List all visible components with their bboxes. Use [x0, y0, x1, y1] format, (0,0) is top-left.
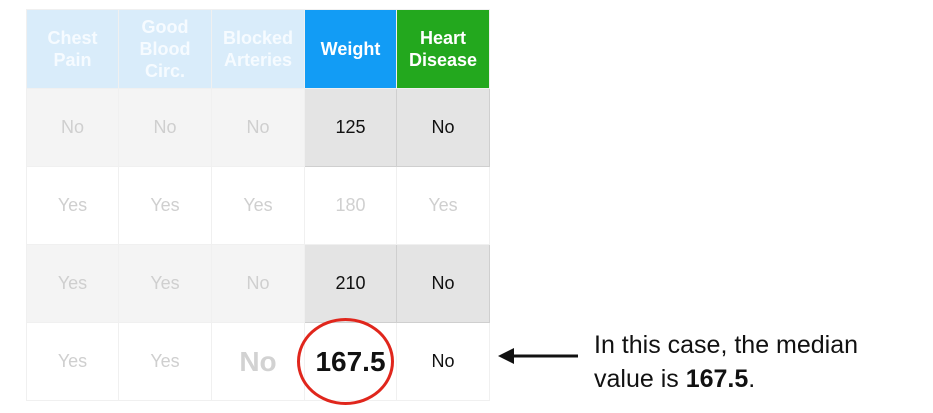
cell-blocked-arteries: No [211, 322, 305, 401]
cell-blocked-arteries: Yes [211, 166, 305, 245]
cell-chest-pain: Yes [26, 166, 119, 245]
cell-heart-disease: No [396, 244, 490, 323]
cell-heart-disease: No [396, 322, 490, 401]
cell-heart-disease: No [396, 88, 490, 167]
cell-weight: 180 [304, 166, 397, 245]
cell-chest-pain: Yes [26, 244, 119, 323]
table-row: No No No 125 No [26, 88, 490, 167]
header-blocked-arteries: Blocked Arteries [211, 9, 305, 89]
cell-good-blood-circ: Yes [118, 244, 212, 323]
cell-blocked-arteries: No [211, 88, 305, 167]
data-table: Chest Pain Good Blood Circ. Blocked Arte… [26, 9, 490, 405]
cell-weight: 125 [304, 88, 397, 167]
cell-good-blood-circ: Yes [118, 322, 212, 401]
cell-good-blood-circ: No [118, 88, 212, 167]
cell-chest-pain: No [26, 88, 119, 167]
cell-good-blood-circ: Yes [118, 166, 212, 245]
cell-heart-disease: Yes [396, 166, 490, 245]
header-heart-disease: Heart Disease [396, 9, 490, 89]
cell-blocked-arteries: No [211, 244, 305, 323]
table-row: Yes Yes No 210 No [26, 244, 490, 323]
left-arrow-icon [498, 348, 578, 364]
annotation-value: 167.5 [685, 365, 749, 393]
annotation-text: In this case, the median value is 167.5. [594, 328, 924, 396]
table-row: Yes Yes Yes 180 Yes [26, 166, 490, 245]
header-good-blood-circ: Good Blood Circ. [118, 9, 212, 89]
table-row: Yes Yes No 167.5 No [26, 318, 490, 405]
cell-weight-median: 167.5 [297, 318, 397, 405]
cell-weight: 210 [304, 244, 397, 323]
header-weight: Weight [304, 9, 397, 89]
annotation-suffix: . [748, 365, 756, 393]
header-row: Chest Pain Good Blood Circ. Blocked Arte… [26, 9, 490, 89]
highlight-circle [297, 318, 394, 405]
annotation-prefix: In this case, the median value is [594, 331, 859, 393]
cell-chest-pain: Yes [26, 322, 119, 401]
header-chest-pain: Chest Pain [26, 9, 119, 89]
